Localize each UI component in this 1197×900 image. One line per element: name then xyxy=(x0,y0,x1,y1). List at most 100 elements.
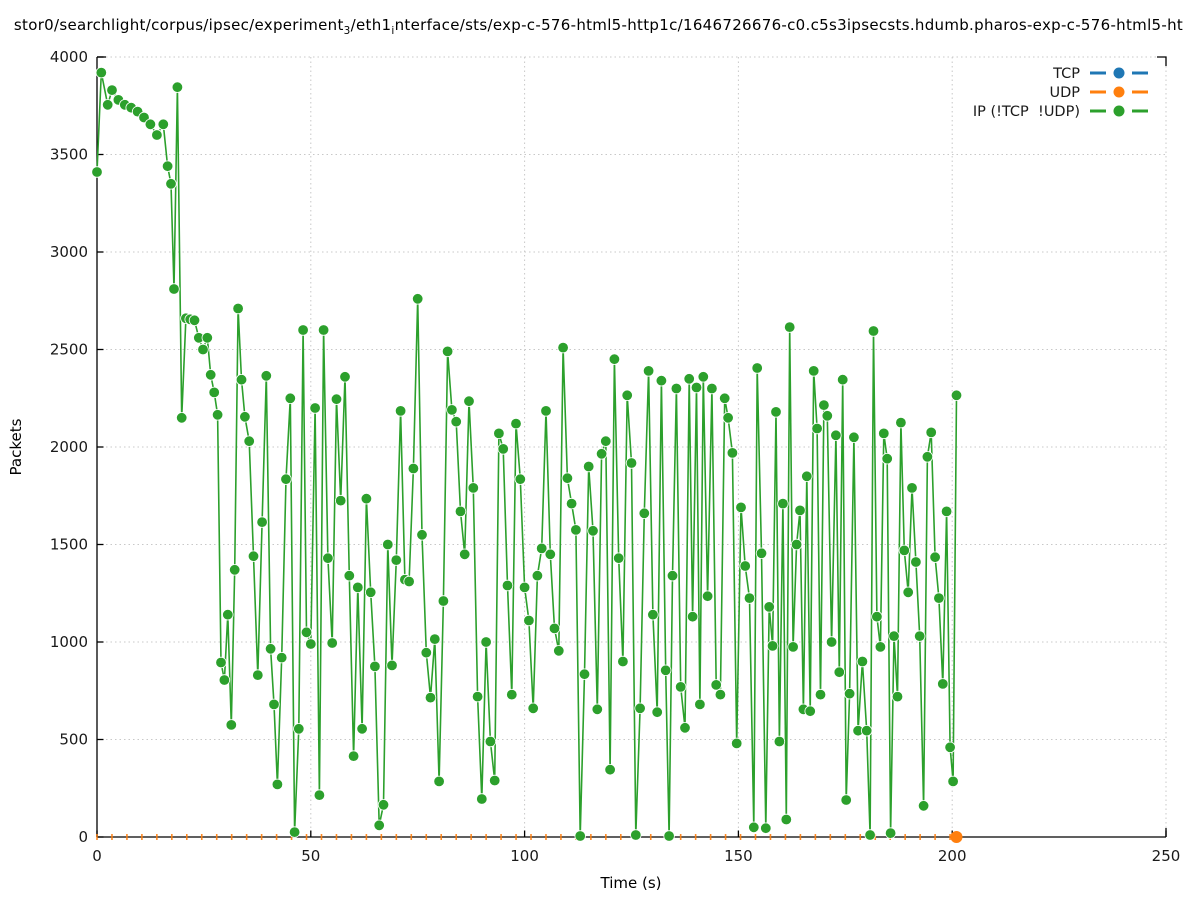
ip-data-point xyxy=(446,404,458,416)
ip-data-point xyxy=(484,735,497,748)
ip-data-point xyxy=(780,813,793,826)
ip-data-point xyxy=(787,641,799,653)
ip-data-point xyxy=(917,800,930,812)
ip-data-point xyxy=(197,343,209,356)
ip-data-point xyxy=(437,595,450,607)
ip-data-point xyxy=(944,741,956,754)
y-tick-label-500: 500 xyxy=(59,731,88,749)
title-subscript: i xyxy=(391,25,395,37)
legend-label-tcp: TCP xyxy=(1052,66,1080,82)
ip-data-point xyxy=(424,691,437,704)
ip-data-point xyxy=(895,416,907,429)
ip-data-point xyxy=(369,660,381,673)
ip-data-point xyxy=(570,524,582,536)
ip-data-point xyxy=(151,129,163,141)
ip-data-point xyxy=(739,560,751,572)
ip-data-point xyxy=(731,737,743,750)
ip-data-point xyxy=(825,636,838,648)
ip-data-point xyxy=(814,688,827,701)
ip-data-point xyxy=(694,698,706,711)
ip-data-point xyxy=(403,575,415,588)
x-tick-label-250: 250 xyxy=(1152,847,1181,865)
legend-label-ip: IP (!TCP !UDP) xyxy=(973,104,1080,120)
ip-data-point xyxy=(929,551,941,563)
ip-data-point xyxy=(536,542,548,555)
ip-data-point xyxy=(777,497,789,510)
ip-data-point xyxy=(252,669,264,681)
ip-data-point xyxy=(686,611,699,623)
ip-data-point xyxy=(390,554,403,566)
y-tick-label-4000: 4000 xyxy=(50,48,88,66)
ip-data-point xyxy=(280,473,292,485)
ip-data-point xyxy=(630,829,642,841)
ip-data-point xyxy=(459,548,471,561)
ip-data-point xyxy=(204,369,217,381)
ip-data-point xyxy=(544,548,557,561)
ip-data-point xyxy=(420,647,433,659)
ip-data-point xyxy=(790,538,803,551)
ip-data-point xyxy=(232,302,244,315)
ip-data-point xyxy=(843,688,856,700)
ip-data-point xyxy=(330,393,343,405)
ip-data-point xyxy=(91,166,103,178)
ip-data-point xyxy=(651,706,663,718)
ip-data-point xyxy=(617,655,629,668)
ip-data-point xyxy=(347,750,360,762)
ip-data-point xyxy=(743,592,756,604)
ip-data-point xyxy=(201,332,214,344)
ip-data-point xyxy=(770,406,782,418)
ip-data-point xyxy=(933,592,945,604)
ip-data-point xyxy=(476,793,488,805)
ip-data-point xyxy=(188,314,201,327)
ip-data-point xyxy=(600,435,612,447)
ip-data-point xyxy=(840,794,852,806)
ip-data-point xyxy=(714,688,727,701)
x-tick-label-0: 0 xyxy=(92,847,102,865)
ip-data-point xyxy=(144,118,157,131)
ip-data-point xyxy=(305,638,317,650)
ip-data-point xyxy=(574,830,586,842)
ip-data-point xyxy=(647,609,659,621)
x-tick-label-100: 100 xyxy=(510,847,539,865)
x-tick-label-50: 50 xyxy=(301,847,320,865)
ip-data-point xyxy=(888,630,900,642)
udp-final-data-point xyxy=(950,831,963,843)
ip-data-point xyxy=(760,822,772,834)
ip-data-point xyxy=(856,655,869,668)
ip-data-point xyxy=(766,640,779,652)
ip-data-point xyxy=(902,586,914,599)
ip-data-point xyxy=(480,636,492,648)
ip-data-point xyxy=(898,544,911,557)
ip-data-point xyxy=(608,353,621,365)
ip-data-point xyxy=(587,525,599,537)
ip-data-point xyxy=(247,550,260,562)
ip-data-point xyxy=(514,473,527,485)
ip-data-point xyxy=(218,674,231,686)
ip-data-point xyxy=(356,723,368,735)
ip-data-point xyxy=(454,505,467,518)
ip-data-point xyxy=(322,552,334,564)
ip-data-point xyxy=(565,497,578,510)
ip-data-point xyxy=(531,570,544,582)
ip-data-point xyxy=(670,382,683,395)
ip-data-point xyxy=(722,412,734,424)
ip-data-point xyxy=(663,830,675,842)
legend-marker xyxy=(1113,86,1125,98)
ip-series-line xyxy=(96,71,958,837)
top-right-corner-tick xyxy=(1157,56,1167,66)
ip-data-point xyxy=(165,178,177,190)
ip-data-point xyxy=(881,453,893,465)
ip-data-point xyxy=(463,395,475,407)
ip-data-point xyxy=(339,371,351,383)
ip-data-point xyxy=(925,426,937,439)
ip-data-point xyxy=(523,614,535,627)
ip-data-point xyxy=(171,81,184,93)
ip-data-point xyxy=(811,422,823,435)
ip-data-point xyxy=(910,556,922,568)
ip-data-point xyxy=(604,764,616,776)
ip-data-point xyxy=(548,622,561,635)
ip-data-point xyxy=(638,507,651,520)
ip-data-point xyxy=(561,472,574,484)
ip-data-point xyxy=(697,371,710,383)
